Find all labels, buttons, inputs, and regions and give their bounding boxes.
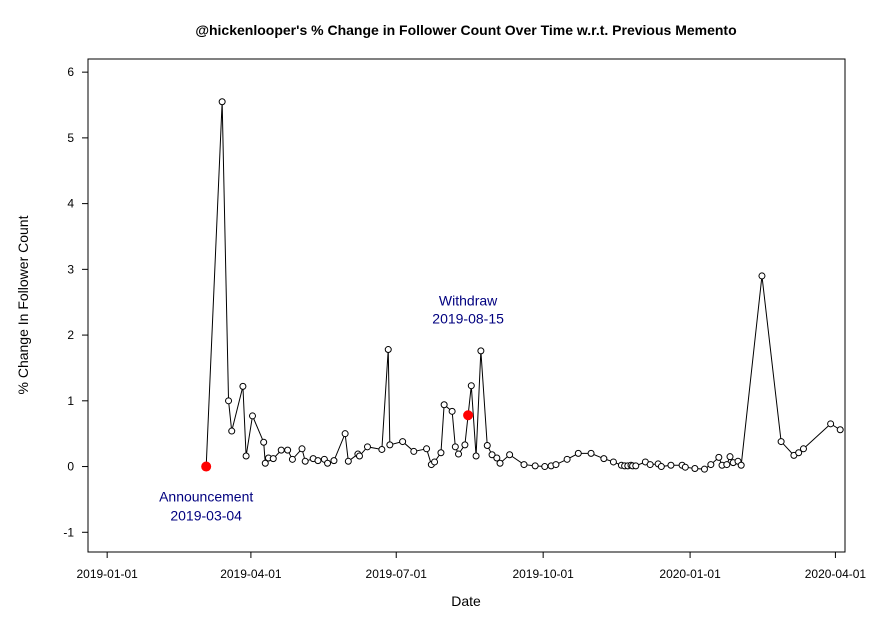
data-point xyxy=(715,453,723,461)
x-tick-label: 2020-04-01 xyxy=(805,567,867,581)
data-point xyxy=(386,441,394,449)
data-point xyxy=(681,463,689,471)
data-point xyxy=(228,427,236,435)
announcement-date: 2019-03-04 xyxy=(170,508,242,524)
data-point xyxy=(488,451,496,459)
data-point xyxy=(657,463,665,471)
data-point xyxy=(726,453,734,461)
x-tick-label: 2019-10-01 xyxy=(512,567,574,581)
data-point xyxy=(239,382,247,390)
data-point xyxy=(218,98,226,106)
data-point xyxy=(341,430,349,438)
data-point xyxy=(574,449,582,457)
data-point xyxy=(799,445,807,453)
data-point xyxy=(248,412,256,420)
data-point xyxy=(261,459,269,467)
data-point xyxy=(437,449,445,457)
series-layer xyxy=(202,98,844,473)
data-point xyxy=(777,438,785,446)
x-tick-label: 2019-04-01 xyxy=(220,567,282,581)
y-axis: -1 0 1 2 3 4 5 6 xyxy=(63,65,89,539)
data-point xyxy=(552,461,560,469)
data-point xyxy=(399,438,407,446)
data-point xyxy=(493,454,501,462)
data-point xyxy=(448,407,456,415)
y-axis-label: % Change In Follower Count xyxy=(15,215,31,394)
series-line xyxy=(205,101,841,470)
y-tick-label: 2 xyxy=(67,328,74,342)
data-point xyxy=(378,445,386,453)
data-point xyxy=(700,465,708,473)
data-point xyxy=(423,445,431,453)
data-point xyxy=(284,446,292,454)
data-point xyxy=(795,449,803,457)
x-axis-label: Date xyxy=(451,593,481,609)
data-point xyxy=(314,457,322,465)
data-point xyxy=(324,459,332,467)
data-point xyxy=(431,458,439,466)
y-tick-label: 5 xyxy=(67,131,74,145)
data-point xyxy=(600,455,608,463)
data-point xyxy=(355,452,363,460)
x-axis: 2019-01-01 2019-04-01 2019-07-01 2019-10-01… xyxy=(76,551,867,581)
data-point xyxy=(277,446,285,454)
chart-title: @hickenlooper's % Change in Follower Cou… xyxy=(195,22,736,38)
data-point xyxy=(691,465,699,473)
data-point xyxy=(506,451,514,459)
data-point xyxy=(455,450,463,458)
data-point xyxy=(330,457,338,465)
y-tick-label: 3 xyxy=(67,262,74,276)
data-point xyxy=(384,346,392,354)
data-point xyxy=(288,455,296,463)
data-point xyxy=(723,461,731,469)
data-point xyxy=(609,458,617,466)
x-tick-label: 2020-01-01 xyxy=(659,567,721,581)
x-tick-label: 2019-07-01 xyxy=(366,567,428,581)
data-point xyxy=(707,461,715,469)
announcement-marker xyxy=(201,461,212,472)
data-point xyxy=(225,397,233,405)
data-point xyxy=(467,382,475,390)
data-point xyxy=(301,457,309,465)
data-point xyxy=(496,459,504,467)
data-point xyxy=(587,449,595,457)
data-point xyxy=(541,463,549,471)
y-tick-label: 6 xyxy=(67,65,74,79)
data-point xyxy=(410,447,418,455)
data-point xyxy=(520,461,528,469)
data-point xyxy=(298,445,306,453)
data-point xyxy=(483,442,491,450)
y-tick-label: 4 xyxy=(67,197,74,211)
data-point xyxy=(667,461,675,469)
data-point xyxy=(758,272,766,280)
y-tick-label: 1 xyxy=(67,394,74,408)
data-point xyxy=(646,461,654,469)
x-tick-label: 2019-01-01 xyxy=(76,567,138,581)
data-point xyxy=(836,426,844,434)
data-point xyxy=(363,443,371,451)
y-tick-label: -1 xyxy=(63,525,74,539)
data-point xyxy=(632,462,640,470)
data-point xyxy=(242,452,250,460)
withdraw-label: Withdraw xyxy=(439,292,498,308)
data-point xyxy=(451,443,459,451)
data-point xyxy=(269,455,277,463)
data-point xyxy=(472,452,480,460)
data-point xyxy=(461,441,469,449)
announcement-label: Announcement xyxy=(159,489,253,505)
withdraw-marker xyxy=(463,410,474,421)
data-point xyxy=(827,420,835,428)
data-point xyxy=(531,462,539,470)
data-point xyxy=(260,438,268,446)
data-point xyxy=(477,347,485,355)
annotation-layer: Announcement 2019-03-04 Withdraw 2019-08-15 xyxy=(159,292,504,523)
withdraw-date: 2019-08-15 xyxy=(432,310,504,326)
data-point xyxy=(737,461,745,469)
y-tick-label: 0 xyxy=(67,460,74,474)
data-point xyxy=(563,455,571,463)
data-point xyxy=(440,401,448,409)
data-point xyxy=(344,457,352,465)
